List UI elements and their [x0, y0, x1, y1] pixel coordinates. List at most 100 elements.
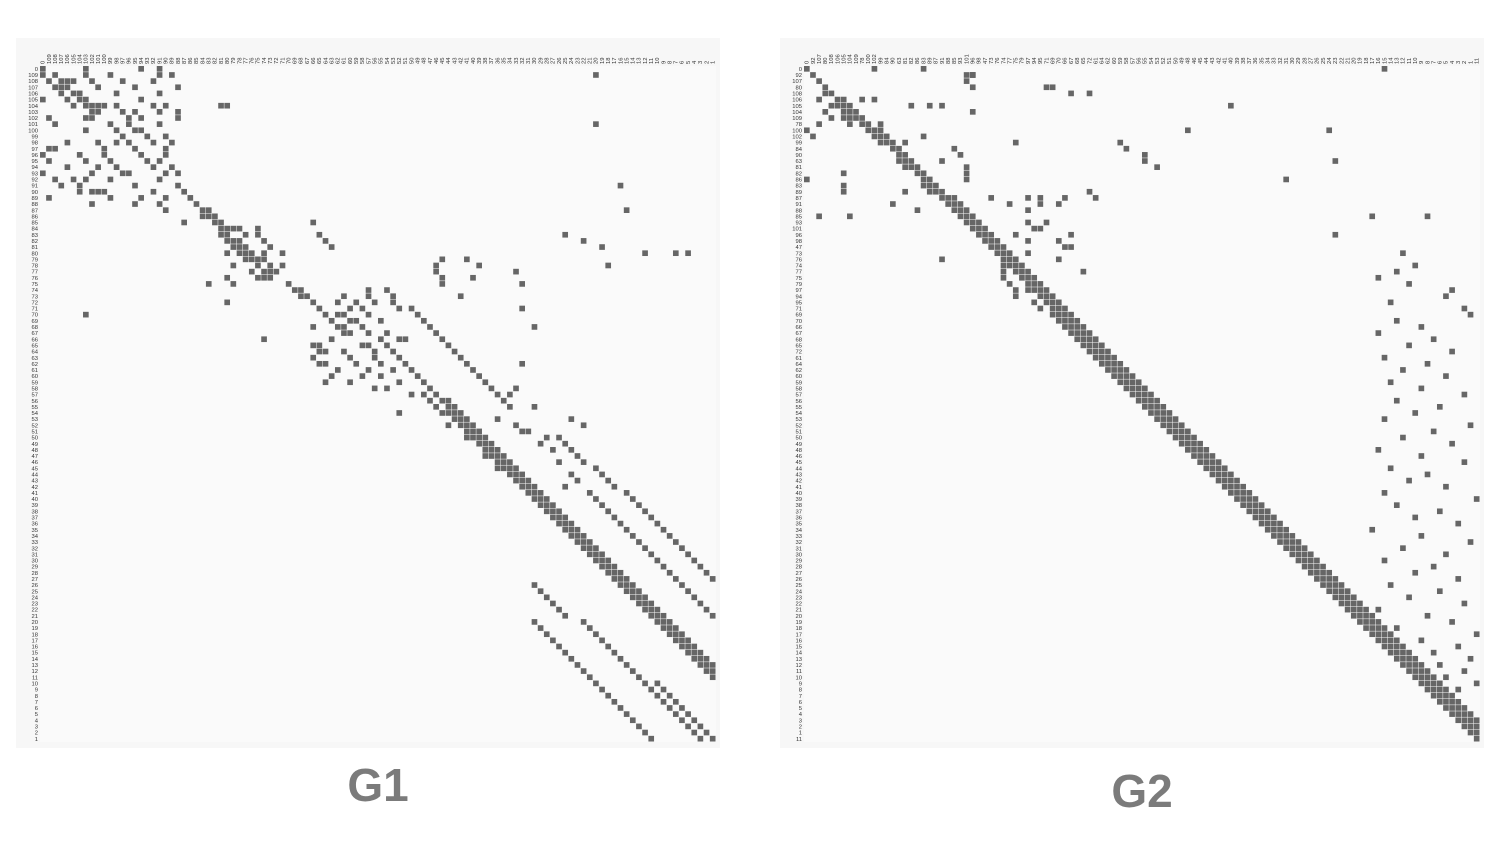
matrix-cell — [1357, 606, 1363, 613]
row-label: 31 — [796, 546, 802, 552]
row-label: 58 — [32, 386, 38, 392]
row-label: 82 — [32, 239, 38, 245]
matrix-cell — [1142, 404, 1148, 410]
matrix-cell — [988, 238, 995, 244]
matrix-cell — [347, 379, 353, 386]
matrix-cell — [877, 121, 884, 127]
matrix-cell — [371, 354, 378, 361]
matrix-cell — [156, 66, 163, 72]
row-label: 105 — [792, 104, 802, 110]
matrix-cell — [83, 158, 89, 164]
matrix-cell — [617, 576, 624, 582]
row-label: 70 — [796, 319, 803, 325]
matrix-cell — [1406, 477, 1412, 484]
matrix-cell — [605, 262, 612, 269]
column-label: 80 — [823, 57, 829, 64]
matrix-cell — [1055, 238, 1062, 244]
matrix-cell — [1012, 268, 1019, 275]
matrix-cell — [871, 66, 878, 72]
column-label: 93 — [145, 58, 151, 64]
matrix-cell — [236, 250, 243, 257]
row-label: 54 — [32, 411, 39, 417]
matrix-cell — [1381, 631, 1388, 638]
column-label: 84 — [200, 57, 206, 64]
matrix-cell — [132, 201, 138, 207]
matrix-cell — [1062, 317, 1068, 324]
matrix-cell — [150, 164, 157, 170]
column-label: 17 — [1370, 58, 1376, 64]
matrix-cell — [1086, 336, 1093, 343]
matrix-cell — [982, 231, 988, 238]
matrix-cell — [697, 655, 704, 662]
matrix-cell — [822, 84, 829, 91]
row-label: 76 — [32, 276, 38, 282]
matrix-cell — [40, 96, 46, 103]
matrix-cell — [642, 545, 648, 551]
matrix-cell — [1406, 342, 1412, 349]
matrix-cell — [537, 490, 544, 496]
matrix-cell — [1049, 299, 1056, 306]
matrix-cell — [255, 274, 261, 281]
row-label: 47 — [796, 245, 802, 251]
matrix-cell — [1436, 692, 1443, 699]
matrix-cell — [617, 569, 624, 576]
matrix-cell — [494, 391, 501, 398]
matrix-cell — [611, 698, 618, 705]
matrix-cell — [101, 188, 108, 195]
matrix-cell — [580, 533, 587, 539]
column-label: 88 — [176, 58, 182, 64]
row-label: 101 — [28, 122, 38, 128]
column-label: 3 — [1456, 61, 1462, 64]
column-label: 64 — [323, 57, 329, 64]
column-label: 87 — [934, 58, 940, 64]
matrix-cell — [963, 72, 970, 78]
row-label: 93 — [32, 171, 38, 177]
matrix-cell — [1025, 281, 1031, 287]
matrix-cell — [322, 311, 329, 318]
matrix-cell — [1455, 643, 1462, 650]
matrix-cell — [113, 102, 120, 109]
matrix-cell — [1234, 483, 1240, 490]
matrix-cell — [562, 483, 569, 490]
row-label: 16 — [32, 645, 38, 651]
row-label: 29 — [32, 565, 38, 571]
row-label: 36 — [32, 522, 38, 528]
matrix-cell — [64, 139, 71, 146]
matrix-cell — [1068, 317, 1074, 324]
matrix-cell — [95, 102, 101, 109]
matrix-cell — [1393, 643, 1400, 650]
matrix-cell — [531, 490, 538, 496]
column-label: 10 — [1413, 57, 1419, 64]
column-label: 0 — [41, 60, 47, 64]
row-label: 59 — [32, 380, 38, 386]
row-label: 109 — [28, 73, 38, 79]
matrix-cell — [599, 557, 605, 564]
matrix-cell — [859, 115, 865, 121]
matrix-cell — [847, 109, 853, 115]
matrix-cell — [52, 84, 58, 91]
matrix-cell — [1271, 526, 1277, 533]
row-label: 2 — [799, 724, 802, 730]
matrix-cell — [1375, 619, 1382, 625]
column-label: 45 — [440, 58, 446, 64]
matrix-cell — [1461, 391, 1468, 398]
matrix-cell — [1111, 373, 1117, 379]
matrix-cell — [1086, 348, 1093, 355]
matrix-cell — [982, 225, 988, 232]
column-label: 62 — [336, 58, 342, 64]
matrix-cell — [445, 422, 452, 429]
matrix-cell — [1037, 293, 1044, 300]
column-label: 1 — [1468, 61, 1474, 64]
column-label: 108 — [53, 54, 59, 64]
matrix-cell — [322, 360, 329, 367]
row-label: 55 — [32, 405, 38, 411]
matrix-cell — [255, 225, 261, 232]
column-label: 86 — [915, 58, 921, 64]
column-label: 66 — [1063, 58, 1069, 64]
matrix-cell — [322, 348, 329, 355]
row-label: 60 — [32, 374, 39, 380]
matrix-cell — [1049, 84, 1056, 91]
column-label: 5 — [686, 61, 692, 64]
matrix-cell — [957, 152, 964, 158]
matrix-cell — [976, 219, 982, 226]
